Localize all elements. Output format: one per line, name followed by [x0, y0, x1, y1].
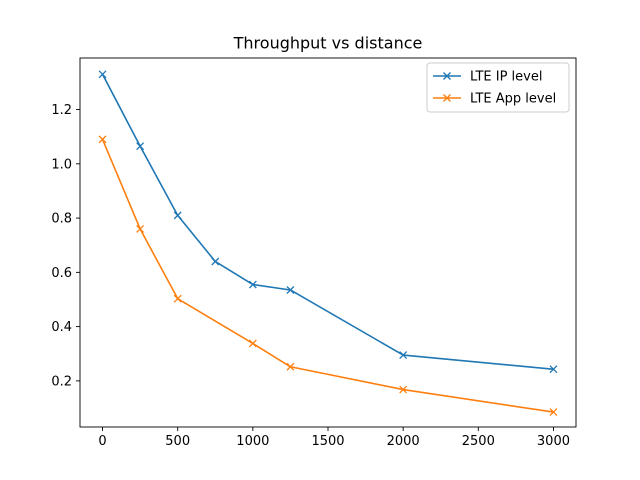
series-line-1: [101, 73, 555, 371]
marker-stroke: [549, 408, 558, 417]
legend-box: [426, 62, 570, 113]
y-tick-label: 0.8: [51, 212, 72, 227]
data-point: [549, 408, 558, 417]
data-point: [248, 339, 257, 348]
marker-stroke: [286, 362, 295, 371]
data-point: [286, 286, 295, 294]
marker-stroke: [136, 224, 145, 233]
x-tick-label: 1000: [236, 434, 269, 449]
data-point: [549, 365, 558, 374]
data-point: [173, 294, 182, 303]
marker-stroke: [549, 365, 558, 374]
legend-label: LTE App level: [470, 92, 556, 107]
y-tick-label: 1.0: [51, 157, 72, 172]
data-point: [136, 224, 145, 233]
marker-stroke: [98, 135, 107, 144]
legend: LTE IP level LTE App level: [426, 62, 570, 113]
marker-stroke: [399, 351, 408, 360]
legend-entry-2: LTE App level: [433, 92, 556, 107]
plot-area: [98, 70, 558, 417]
marker-stroke: [211, 257, 220, 266]
marker-stroke: [136, 142, 145, 151]
y-tick-label: 0.2: [51, 374, 72, 389]
legend-label: LTE IP level: [470, 70, 542, 85]
x-tick-label: 0: [98, 434, 106, 449]
chart-title: Throughput vs distance: [233, 34, 423, 53]
y-tick-label: 0.4: [51, 320, 72, 335]
y-tick-label: 0.6: [51, 266, 72, 281]
data-point: [211, 257, 220, 266]
y-tick-label: 1.2: [51, 103, 72, 118]
legend-entry-1: LTE IP level: [433, 70, 542, 85]
data-point: [399, 385, 408, 394]
marker-stroke: [173, 211, 182, 220]
data-point: [286, 362, 295, 371]
data-point: [98, 135, 107, 144]
x-tick-label: 500: [165, 434, 190, 449]
x-tick-label: 2500: [462, 434, 495, 449]
axes: 0 500 1000 1500 2000 2500 3000 0.2 0.4 0.6 0.8 1.0 1…: [51, 57, 577, 449]
data-point: [136, 142, 145, 151]
marker-stroke: [248, 339, 257, 348]
x-tick-label: 2000: [387, 434, 420, 449]
marker-stroke: [248, 280, 257, 289]
legend-marker: [443, 94, 451, 102]
data-point: [248, 280, 257, 289]
data-point: [98, 70, 107, 79]
marker-stroke: [173, 294, 182, 303]
marker-stroke: [286, 286, 295, 294]
data-point: [173, 211, 182, 220]
marker-stroke: [399, 385, 408, 394]
marker-stroke: [98, 70, 107, 79]
legend-marker: [443, 72, 451, 80]
x-tick-label: 3000: [537, 434, 570, 449]
data-point: [399, 351, 408, 360]
x-tick-label: 1500: [311, 434, 344, 449]
